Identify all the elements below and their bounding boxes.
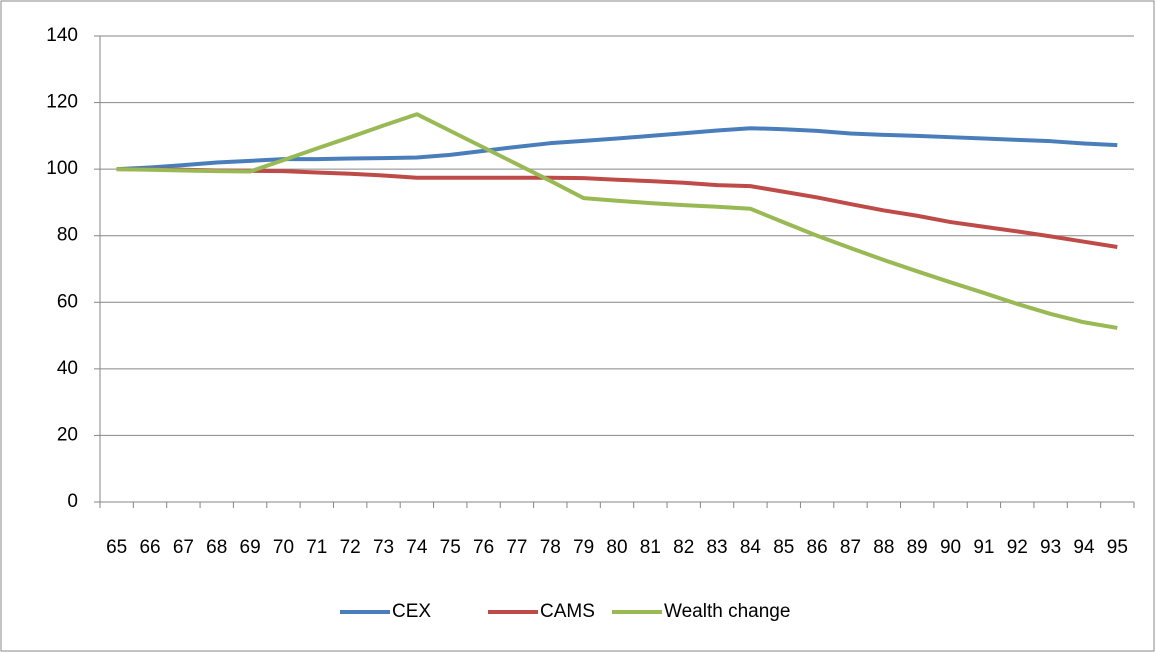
- x-tick-label: 91: [973, 537, 994, 558]
- x-tick-label: 85: [773, 537, 794, 558]
- x-tick-label: 88: [873, 537, 894, 558]
- x-tick-label: 87: [840, 537, 861, 558]
- y-tick-label: 100: [46, 158, 78, 179]
- x-tick-label: 89: [907, 537, 928, 558]
- legend-label: CEX: [392, 601, 431, 622]
- x-tick-label: 80: [606, 537, 627, 558]
- x-tick-label: 81: [640, 537, 661, 558]
- x-tick-label: 84: [740, 537, 762, 558]
- x-tick-label: 66: [139, 537, 160, 558]
- x-tick-label: 69: [240, 537, 261, 558]
- x-tick-label: 82: [673, 537, 694, 558]
- x-tick-label: 74: [406, 537, 428, 558]
- x-tick-label: 90: [940, 537, 961, 558]
- x-tick-label: 86: [807, 537, 828, 558]
- x-tick-label: 95: [1107, 537, 1128, 558]
- x-tick-label: 77: [506, 537, 527, 558]
- y-tick-label: 0: [67, 491, 78, 512]
- x-tick-label: 94: [1073, 537, 1095, 558]
- x-tick-label: 67: [173, 537, 194, 558]
- x-tick-label: 92: [1007, 537, 1028, 558]
- x-tick-label: 75: [440, 537, 461, 558]
- x-tick-label: 70: [273, 537, 294, 558]
- x-tick-label: 79: [573, 537, 594, 558]
- y-tick-label: 120: [46, 92, 78, 113]
- x-tick-label: 83: [706, 537, 727, 558]
- x-tick-label: 68: [206, 537, 227, 558]
- x-tick-label: 72: [340, 537, 361, 558]
- y-tick-label: 140: [46, 25, 78, 46]
- x-tick-label: 93: [1040, 537, 1061, 558]
- x-tick-label: 73: [373, 537, 394, 558]
- series-line: [116, 112, 1118, 330]
- series-line: [116, 167, 1118, 250]
- y-tick-label: 80: [57, 225, 78, 246]
- y-tick-label: 60: [57, 291, 78, 312]
- x-tick-label: 78: [540, 537, 561, 558]
- legend-label: CAMS: [540, 601, 595, 622]
- x-tick-label: 71: [306, 537, 327, 558]
- legend-label: Wealth change: [664, 601, 790, 622]
- x-tick-label: 65: [106, 537, 127, 558]
- y-tick-label: 40: [57, 358, 78, 379]
- y-tick-label: 20: [57, 424, 78, 445]
- x-tick-label: 76: [473, 537, 494, 558]
